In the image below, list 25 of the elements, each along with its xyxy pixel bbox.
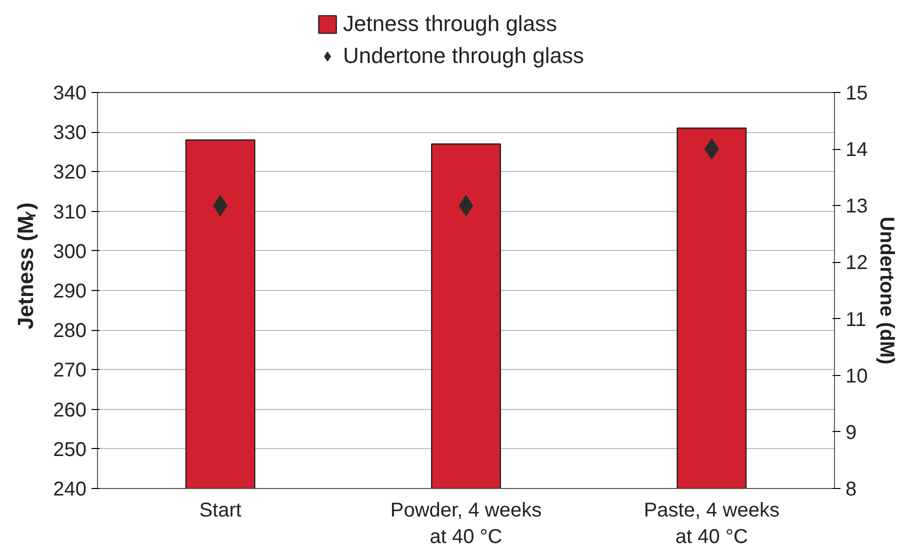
x-tick-label: Powder, 4 weeks at 40 °C — [390, 500, 542, 548]
x-tick-label: Paste, 4 weeks at 40 °C — [644, 500, 780, 548]
y-tick-label: 310 — [53, 201, 87, 224]
y2-tick-label: 10 — [846, 365, 868, 388]
y-tick-label: 290 — [53, 280, 87, 302]
y2-axis-title: Undertone (dM) — [876, 216, 898, 364]
y-tick-label: 340 — [53, 82, 87, 104]
y-tick-label: 260 — [53, 399, 87, 422]
y2-tick-label: 15 — [846, 82, 868, 104]
legend-label: Undertone through glass — [343, 43, 584, 69]
y-tick-label: 280 — [53, 320, 87, 342]
y-tick-label: 270 — [53, 360, 87, 382]
y2-tick-label: 8 — [846, 478, 857, 500]
y-tick-label: 250 — [53, 438, 87, 461]
y2-tick-label: 14 — [846, 139, 868, 162]
y-tick-label: 330 — [53, 122, 87, 144]
y-tick-label: 300 — [53, 240, 87, 263]
y-tick-label: 240 — [53, 478, 87, 500]
x-tick-label: Start — [199, 500, 242, 522]
y2-tick-label: 13 — [846, 196, 868, 218]
y-tick-label: 320 — [53, 162, 87, 184]
y2-tick-label: 11 — [846, 308, 866, 331]
legend-label: Jetness through glass — [343, 11, 558, 37]
y2-tick-label: 12 — [846, 252, 868, 274]
y2-tick-label: 9 — [846, 422, 857, 444]
